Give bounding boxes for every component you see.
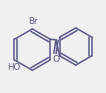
Text: O: O — [52, 55, 60, 64]
Text: HO: HO — [7, 62, 20, 72]
Text: Br: Br — [28, 17, 38, 26]
